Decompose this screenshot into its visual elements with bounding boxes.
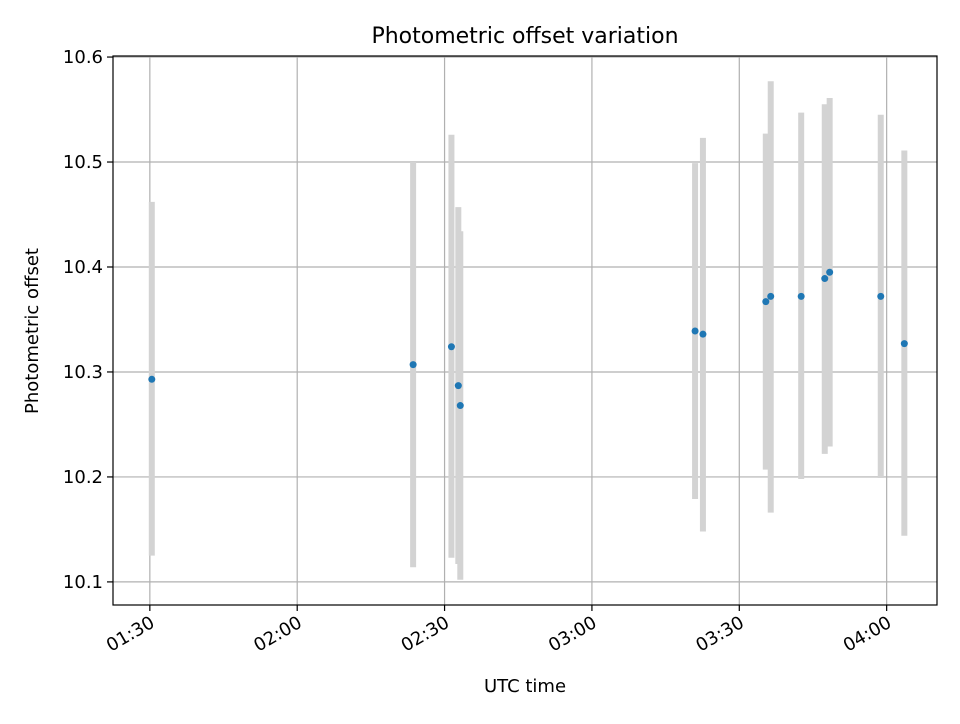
plot-frame <box>112 55 938 606</box>
y-axis-label: Photometric offset <box>22 248 43 414</box>
y-axis-ticks: 10.1 10.2 10.3 10.4 10.5 10.6 <box>63 47 113 593</box>
data-point <box>148 375 156 383</box>
chart-title: Photometric offset variation <box>371 24 678 49</box>
y-tick-label: 10.4 <box>63 257 103 278</box>
y-tick-label: 10.3 <box>63 362 103 383</box>
data-point <box>454 382 462 390</box>
y-tick-label: 10.6 <box>63 47 103 68</box>
y-tick-label: 10.1 <box>63 572 103 593</box>
plot-area <box>113 56 937 605</box>
data-point <box>767 292 775 300</box>
data-point <box>821 275 829 283</box>
data-point <box>900 340 908 348</box>
data-point <box>409 361 417 369</box>
data-point <box>877 292 885 300</box>
x-axis-label: UTC time <box>484 676 566 697</box>
data-point <box>762 298 770 306</box>
data-point <box>447 343 455 351</box>
data-points <box>148 268 908 410</box>
data-point <box>699 330 707 338</box>
y-tick-label: 10.2 <box>63 467 103 488</box>
data-point <box>797 292 805 300</box>
y-tick-label: 10.5 <box>63 152 103 173</box>
data-point <box>456 402 464 410</box>
data-point <box>691 327 699 335</box>
data-point <box>826 268 834 276</box>
